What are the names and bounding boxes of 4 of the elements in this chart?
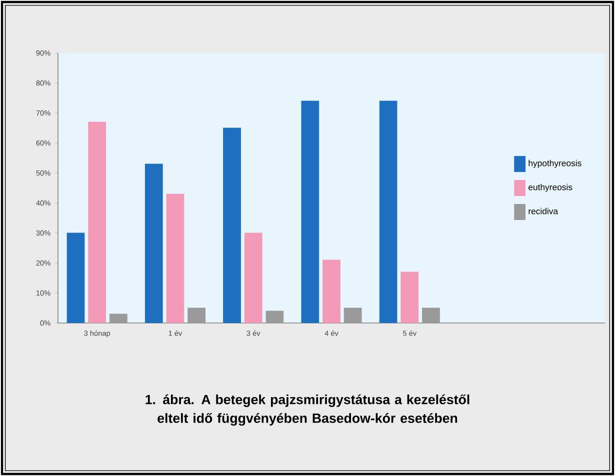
legend-label: hypothyreosis [528,160,582,168]
text: 1. ábra. A betegek pajzsmirigystátusa a kezeléstől eltelt idő függvényében Basedow-kór esetében [146,394,470,426]
legend-label: euthyreosis [528,184,572,192]
legend-label: recidiva [528,208,558,214]
